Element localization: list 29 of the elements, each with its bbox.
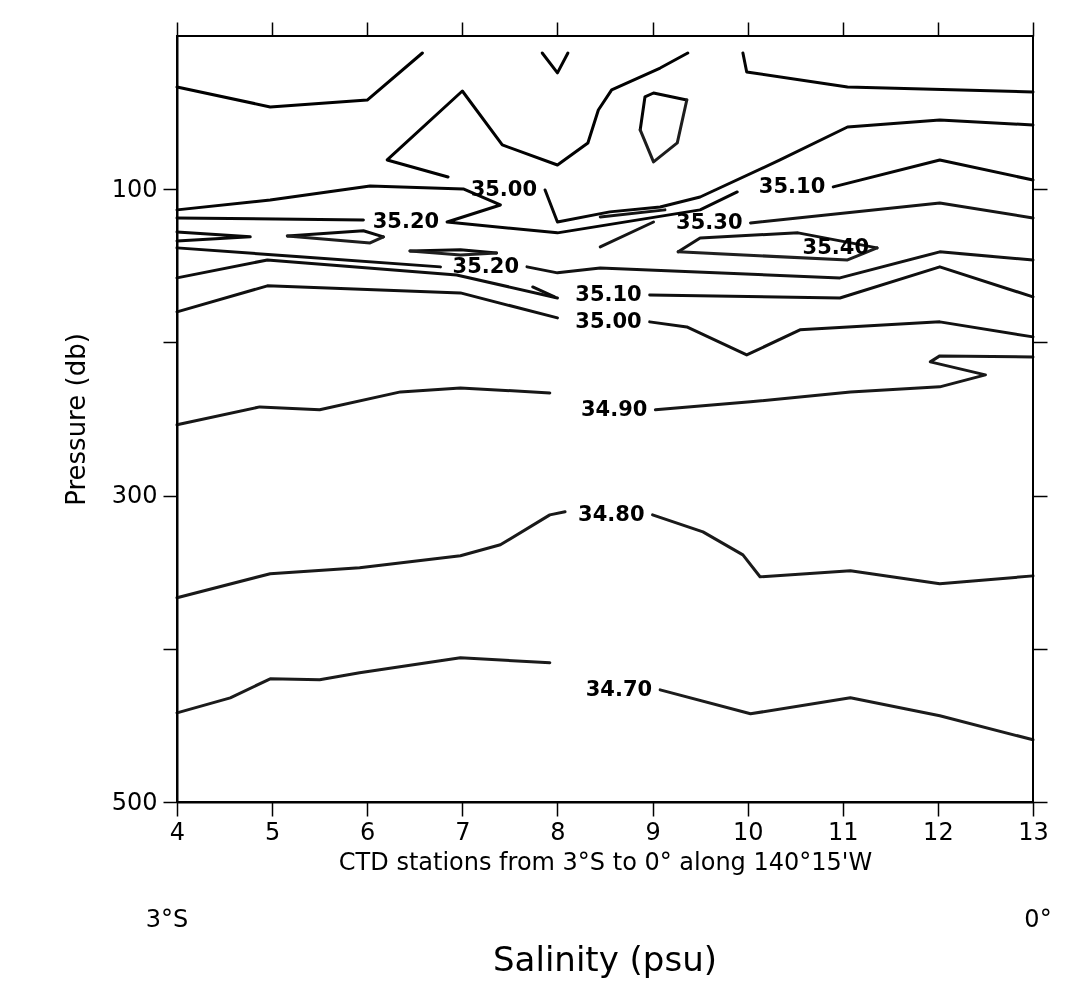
text: Salinity (psu) <box>493 939 717 979</box>
y-tick-label: 500 <box>111 787 158 816</box>
annotation: 35.30 <box>676 209 743 234</box>
x-tick-label: 10 <box>732 817 764 846</box>
annotation: 35.00 <box>575 308 642 333</box>
y-tick-label: 100 <box>111 174 158 203</box>
annotation: 35.20 <box>452 253 520 278</box>
x-tick-label: 4 <box>169 817 186 846</box>
annotation: 35.00 <box>470 176 538 201</box>
x-tick-label: 12 <box>923 817 954 846</box>
annotation: 34.70 <box>585 676 653 701</box>
x-tick-label: 13 <box>1018 817 1049 846</box>
annotation: 35.20 <box>372 208 440 233</box>
x-tick-label: 9 <box>645 817 661 846</box>
annotation: 35.40 <box>802 234 870 259</box>
x-tick-label: 7 <box>455 817 471 846</box>
annotation: 34.80 <box>578 501 645 526</box>
text: 0° <box>1024 905 1052 933</box>
annotation: 35.10 <box>575 281 642 306</box>
annotation: 35.10 <box>758 173 826 198</box>
x-tick-label: 11 <box>828 817 859 846</box>
y-tick-label: 300 <box>111 481 158 510</box>
x-tick-label: 8 <box>550 817 566 846</box>
x-tick-label: 5 <box>264 817 281 846</box>
annotation: 34.90 <box>580 396 648 421</box>
text: 3°S <box>145 905 189 933</box>
x-tick-label: 6 <box>360 817 376 846</box>
x-axis-title: CTD stations from 3°S to 0° along 140°15'W <box>338 847 873 876</box>
y-axis-title: Pressure (db) <box>60 333 91 506</box>
